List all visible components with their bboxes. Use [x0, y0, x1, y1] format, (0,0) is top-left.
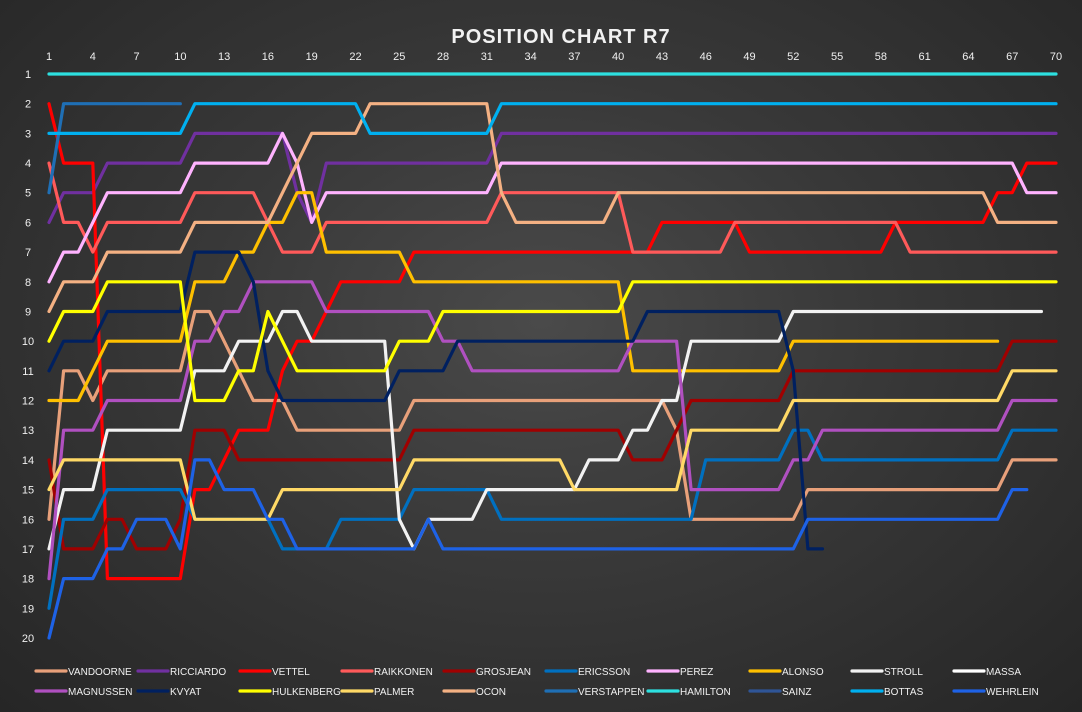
legend-label: ERICSSON	[578, 667, 630, 678]
y-tick-label: 13	[22, 425, 34, 437]
y-tick-label: 3	[25, 128, 31, 140]
y-tick-label: 15	[22, 485, 34, 497]
legend-label: MAGNUSSEN	[68, 687, 132, 698]
x-tick-label: 10	[174, 51, 186, 63]
y-tick-label: 19	[22, 603, 34, 615]
series-line-raikkonen	[47, 161, 1058, 254]
x-tick-label: 49	[743, 51, 755, 63]
y-tick-label: 12	[22, 396, 34, 408]
series-line-ricciardo	[47, 131, 1058, 224]
legend-label: HULKENBERG	[272, 687, 341, 698]
x-tick-label: 7	[134, 51, 140, 63]
legend-label: PEREZ	[680, 667, 713, 678]
x-tick-label: 31	[481, 51, 493, 63]
x-tick-label: 37	[568, 51, 580, 63]
x-tick-label: 55	[831, 51, 843, 63]
series-line-palmer	[47, 369, 1058, 521]
x-tick-label: 61	[919, 51, 931, 63]
x-tick-label: 52	[787, 51, 799, 63]
series-lines	[47, 72, 1058, 640]
series-line-hulkenberg	[47, 280, 1058, 403]
y-tick-label: 9	[25, 306, 31, 318]
legend-label: VERSTAPPEN	[578, 687, 645, 698]
x-tick-label: 25	[393, 51, 405, 63]
legend-label: OCON	[476, 687, 506, 698]
x-tick-label: 4	[90, 51, 96, 63]
series-line-bottas	[47, 102, 1058, 135]
series-line-stroll	[47, 309, 1043, 551]
x-tick-label: 43	[656, 51, 668, 63]
x-tick-label: 1	[46, 51, 52, 63]
legend-label: ALONSO	[782, 667, 824, 678]
y-tick-label: 20	[22, 633, 34, 645]
legend-label: STROLL	[884, 667, 923, 678]
y-tick-label: 5	[25, 188, 31, 200]
x-tick-label: 67	[1006, 51, 1018, 63]
series-line-verstappen	[47, 102, 182, 195]
legend-label: VANDOORNE	[68, 667, 132, 678]
y-tick-label: 2	[25, 99, 31, 111]
series-line-alonso	[47, 191, 1000, 403]
x-tick-label: 34	[524, 51, 536, 63]
x-tick-label: 40	[612, 51, 624, 63]
y-tick-label: 7	[25, 247, 31, 259]
y-tick-label: 16	[22, 514, 34, 526]
legend-label: GROSJEAN	[476, 667, 531, 678]
series-line-ericsson	[47, 428, 1058, 610]
x-tick-label: 13	[218, 51, 230, 63]
y-tick-label: 11	[22, 366, 33, 378]
series-line-perez	[47, 131, 1058, 284]
y-tick-label: 4	[25, 158, 31, 170]
legend-label: KVYAT	[170, 687, 201, 698]
legend-label: PALMER	[374, 687, 414, 698]
x-tick-label: 64	[962, 51, 974, 63]
x-tick-label: 46	[700, 51, 712, 63]
x-axis-ticks: 1 4 7 10 13 16 19 22 25 28 31 34 37 40 43 46 49 52 55 58 61 6…	[46, 51, 1062, 63]
x-tick-label: 16	[262, 51, 274, 63]
y-tick-label: 1	[25, 69, 31, 81]
legend-label: WEHRLEIN	[986, 687, 1039, 698]
legend-label: BOTTAS	[884, 687, 924, 698]
series-line-ocon	[47, 102, 1058, 314]
legend-label: HAMILTON	[680, 687, 731, 698]
x-tick-label: 28	[437, 51, 449, 63]
y-tick-label: 10	[22, 336, 34, 348]
legend-label: SAINZ	[782, 687, 811, 698]
legend: VANDOORNE RICCIARDO VETTEL RAIKKONEN GROSJEA…	[34, 667, 1039, 698]
series-line-grosjean	[47, 339, 1058, 551]
legend-label: MASSA	[986, 667, 1021, 678]
series-line-kvyat	[47, 250, 825, 551]
y-tick-label: 18	[22, 574, 34, 586]
y-tick-label: 6	[25, 217, 31, 229]
y-tick-label: 14	[22, 455, 34, 467]
legend-label: VETTEL	[272, 667, 310, 678]
series-line-wehrlein	[47, 458, 1029, 640]
x-tick-label: 22	[349, 51, 361, 63]
series-line-vettel	[47, 102, 1058, 581]
x-tick-label: 19	[306, 51, 318, 63]
legend-label: RICCIARDO	[170, 667, 226, 678]
legend-label: RAIKKONEN	[374, 667, 433, 678]
x-tick-label: 70	[1050, 51, 1062, 63]
y-tick-label: 8	[25, 277, 31, 289]
chart-title: POSITION CHART R7	[451, 26, 670, 48]
x-tick-label: 58	[875, 51, 887, 63]
y-tick-label: 17	[22, 544, 34, 556]
